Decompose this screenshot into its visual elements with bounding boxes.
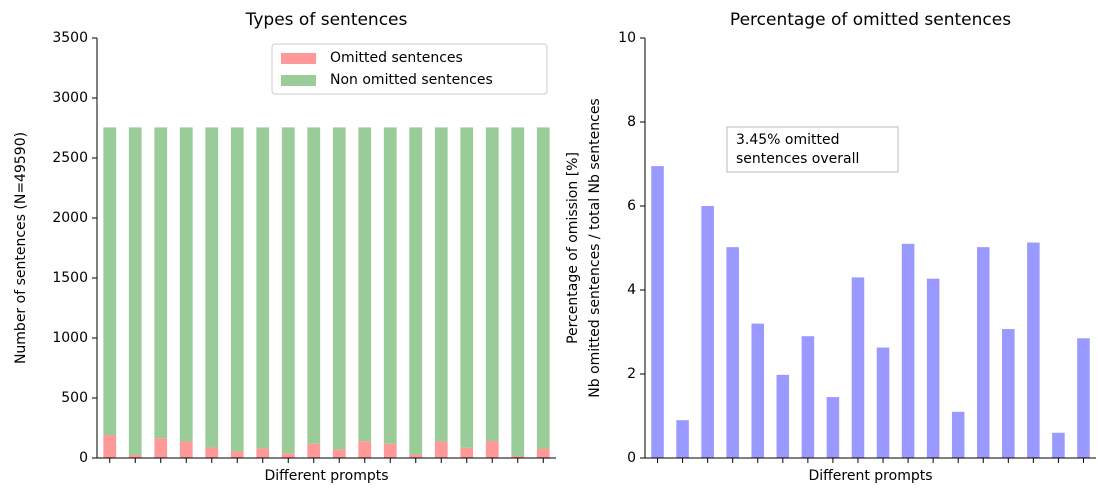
bar — [901, 243, 915, 458]
bar — [926, 278, 940, 458]
bar — [1027, 242, 1040, 458]
bar-segment — [103, 435, 117, 458]
bar-segment — [154, 127, 168, 439]
bar-segment — [460, 127, 474, 448]
y-tick-label: 2500 — [52, 150, 88, 166]
legend-label: Omitted sentences — [330, 50, 463, 66]
bar — [676, 420, 689, 458]
bar-segment — [485, 127, 499, 442]
bar — [726, 247, 739, 458]
annotation-box — [726, 126, 899, 173]
x-axis-label: Different prompts — [808, 468, 932, 484]
bar — [1002, 329, 1015, 458]
bar — [851, 277, 865, 458]
y-axis-label: Nb omitted sentences / total Nb sentence… — [587, 98, 603, 397]
bar-segment — [485, 441, 499, 458]
legend-swatch — [281, 75, 316, 86]
bar-segment — [179, 127, 193, 442]
bar-segment — [434, 127, 448, 442]
y-tick-label: 500 — [61, 390, 88, 406]
y-tick-label: 3000 — [52, 90, 88, 106]
y-tick-label: 1000 — [52, 330, 88, 346]
y-tick-label: 8 — [627, 114, 636, 130]
annotation: 3.45% omitted — [736, 132, 840, 148]
bar-segment — [256, 127, 270, 449]
bar — [651, 166, 664, 458]
bar-segment — [511, 455, 525, 458]
bar-segment — [536, 448, 550, 458]
bar-segment — [230, 127, 244, 452]
y-tick-label: 2000 — [52, 210, 88, 226]
x-axis-label: Different prompts — [264, 468, 388, 484]
bar-segment — [332, 449, 346, 458]
bar-segment — [409, 127, 423, 455]
bar — [751, 323, 765, 458]
bar — [976, 247, 990, 458]
y-tick-label: 0 — [79, 450, 88, 466]
bar-segment — [460, 447, 474, 458]
bar — [801, 336, 815, 458]
chart-title: Types of sentences — [245, 10, 408, 30]
y-tick-label: 6 — [627, 198, 636, 214]
bar — [1052, 432, 1065, 458]
bar-segment — [409, 454, 423, 458]
bar-segment — [256, 448, 270, 458]
y-tick-label: 0 — [627, 450, 636, 466]
bar-segment — [383, 443, 397, 458]
legend-swatch — [281, 53, 316, 64]
bar — [776, 374, 790, 458]
bar-segment — [307, 443, 321, 458]
bar-segment — [281, 453, 295, 458]
bar-segment — [103, 127, 117, 436]
bar — [701, 206, 714, 458]
bar-segment — [128, 455, 142, 458]
bar-segment — [332, 127, 346, 450]
bar-segment — [434, 441, 448, 458]
bar — [826, 397, 840, 458]
bar-segment — [154, 438, 168, 458]
bar — [951, 411, 965, 458]
y-axis-label: Number of sentences (N=49590) — [13, 132, 29, 364]
bar-segment — [383, 127, 397, 444]
bar-segment — [230, 451, 244, 458]
bar-segment — [205, 127, 219, 448]
annotation: sentences overall — [736, 151, 859, 167]
chart-title: Percentage of omitted sentences — [730, 10, 1011, 30]
y-tick-label: 3500 — [52, 30, 88, 46]
y-tick-label: 10 — [618, 30, 636, 46]
bar-segment — [536, 127, 550, 449]
bar — [876, 347, 890, 458]
legend-box — [271, 43, 548, 95]
bar — [1077, 338, 1090, 458]
bar-segment — [307, 127, 321, 444]
y-tick-label: 4 — [627, 282, 636, 298]
legend-label: Non omitted sentences — [330, 72, 493, 88]
y-tick-label: 1500 — [52, 270, 88, 286]
bar-segment — [128, 127, 142, 456]
bar-segment — [358, 127, 372, 442]
y-tick-label: 2 — [627, 366, 636, 382]
bar-segment — [358, 441, 372, 458]
bar-segment — [205, 447, 219, 458]
bar-segment — [281, 127, 295, 454]
y-axis-label: Percentage of omission [%] — [565, 152, 581, 344]
bar-segment — [511, 127, 525, 456]
bar-segment — [179, 441, 193, 458]
